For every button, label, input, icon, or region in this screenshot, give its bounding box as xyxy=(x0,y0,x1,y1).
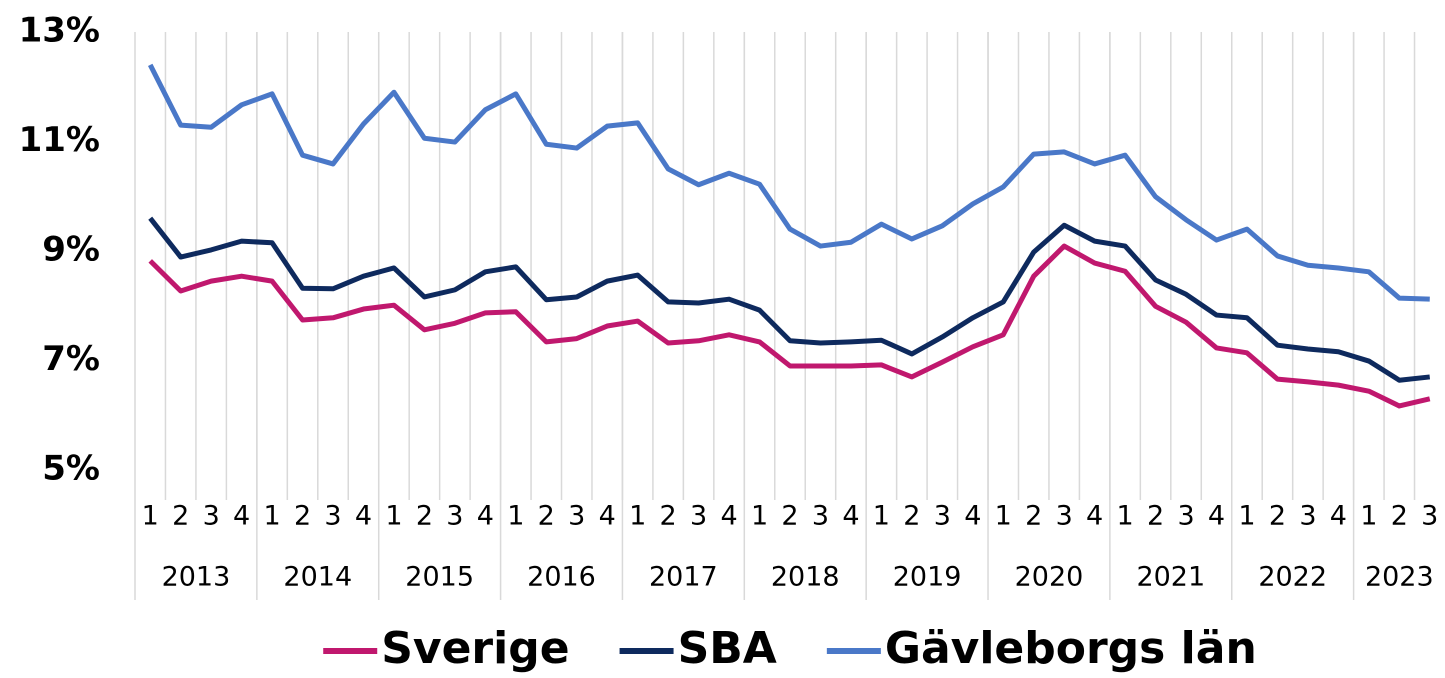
legend-label: Sverige xyxy=(381,623,569,674)
series-line xyxy=(148,63,1430,302)
year-label: 2013 xyxy=(162,562,231,593)
year-label: 2023 xyxy=(1365,562,1434,593)
x-tick-label: 1 xyxy=(751,501,768,532)
x-tick-label: 4 xyxy=(1330,501,1347,532)
year-label: 2017 xyxy=(649,562,718,593)
y-tick-label: 5% xyxy=(42,449,100,489)
x-tick-label: 1 xyxy=(1117,501,1134,532)
y-tick-label: 7% xyxy=(42,339,100,379)
x-tick-label: 2 xyxy=(294,501,311,532)
x-tick-label: 3 xyxy=(446,501,463,532)
y-tick-label: 11% xyxy=(19,120,100,160)
x-tick-label: 3 xyxy=(1056,501,1073,532)
x-tick-label: 2 xyxy=(416,501,433,532)
x-tick-label: 4 xyxy=(964,501,981,532)
series-line xyxy=(148,216,1431,383)
x-tick-label: 3 xyxy=(812,501,829,532)
x-tick-label: 2 xyxy=(1269,501,1286,532)
x-tick-label: 1 xyxy=(385,501,402,532)
x-tick-label: 1 xyxy=(142,501,159,532)
y-tick-label: 9% xyxy=(42,230,100,270)
x-tick-label: 3 xyxy=(1177,501,1194,532)
x-tick-label: 4 xyxy=(720,501,737,532)
x-tick-label: 2 xyxy=(1391,501,1408,532)
x-tick-label: 1 xyxy=(629,501,646,532)
year-label: 2015 xyxy=(405,562,474,593)
year-label: 2022 xyxy=(1258,562,1327,593)
x-tick-label: 1 xyxy=(995,501,1012,532)
x-tick-label: 3 xyxy=(324,501,341,532)
x-tick-label: 1 xyxy=(1360,501,1377,532)
series-line xyxy=(148,243,1431,409)
legend-label: Gävleborgs län xyxy=(885,623,1257,674)
x-tick-label: 2 xyxy=(660,501,677,532)
year-label: 2018 xyxy=(771,562,840,593)
x-tick-label: 4 xyxy=(355,501,372,532)
x-tick-label: 2 xyxy=(903,501,920,532)
x-tick-label: 2 xyxy=(1147,501,1164,532)
x-tick-label: 3 xyxy=(1299,501,1316,532)
x-tick-label: 3 xyxy=(934,501,951,532)
x-tick-label: 1 xyxy=(873,501,890,532)
year-label: 2014 xyxy=(283,562,352,593)
x-tick-label: 3 xyxy=(690,501,707,532)
x-tick-label: 2 xyxy=(1025,501,1042,532)
legend-label: SBA xyxy=(678,623,777,674)
x-tick-label: 1 xyxy=(1238,501,1255,532)
x-tick-label: 3 xyxy=(1421,501,1438,532)
year-label: 2021 xyxy=(1136,562,1205,593)
x-tick-label: 1 xyxy=(507,501,524,532)
x-tick-label: 2 xyxy=(172,501,189,532)
x-tick-label: 4 xyxy=(477,501,494,532)
x-tick-label: 4 xyxy=(1086,501,1103,532)
x-tick-label: 3 xyxy=(568,501,585,532)
year-label: 2016 xyxy=(527,562,596,593)
x-tick-label: 3 xyxy=(203,501,220,532)
x-tick-label: 1 xyxy=(263,501,280,532)
x-tick-label: 2 xyxy=(538,501,555,532)
x-tick-label: 4 xyxy=(842,501,859,532)
legend: Sverige SBA Gävleborgs län xyxy=(323,623,1257,674)
year-label: 2019 xyxy=(893,562,962,593)
x-tick-label: 4 xyxy=(233,501,250,532)
x-tick-label: 4 xyxy=(1208,501,1225,532)
x-tick-label: 2 xyxy=(781,501,798,532)
year-label: 2020 xyxy=(1015,562,1084,593)
y-tick-label: 13% xyxy=(19,11,100,51)
x-tick-label: 4 xyxy=(599,501,616,532)
